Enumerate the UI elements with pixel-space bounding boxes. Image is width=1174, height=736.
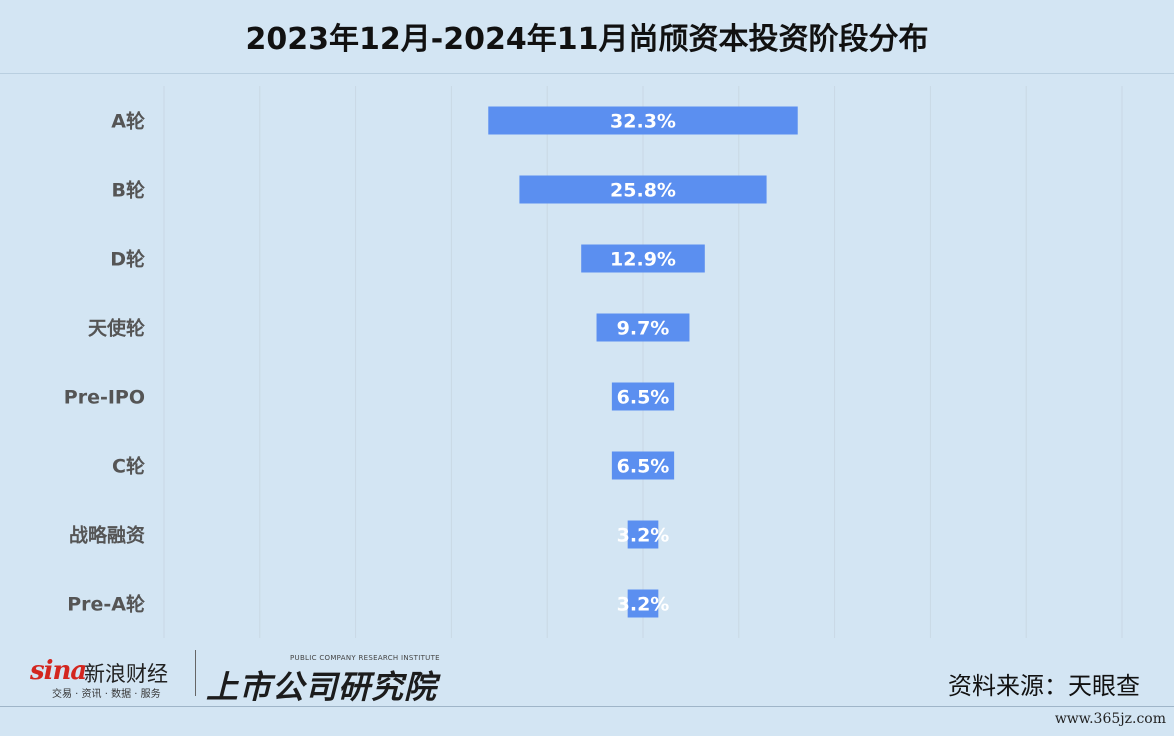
category-label: B轮 xyxy=(112,179,145,202)
data-label: 6.5% xyxy=(617,387,670,409)
category-label: 天使轮 xyxy=(88,317,145,340)
sina-finance-name: 新浪财经 xyxy=(84,662,168,686)
category-label: A轮 xyxy=(111,110,145,133)
sina-finance-logo: sina 新浪财经 交易 · 资讯 · 数据 · 服务 xyxy=(30,652,190,700)
bar-5 xyxy=(611,451,675,480)
category-label: C轮 xyxy=(112,455,145,478)
sina-wordmark: sina xyxy=(30,656,87,686)
category-label: Pre-A轮 xyxy=(67,593,145,616)
category-label: D轮 xyxy=(110,248,145,271)
category-label: Pre-IPO xyxy=(64,387,145,409)
bar-4 xyxy=(611,382,675,411)
data-label: 25.8% xyxy=(610,180,676,202)
bar-2 xyxy=(581,244,705,273)
sina-finance-tagline: 交易 · 资讯 · 数据 · 服务 xyxy=(52,689,161,700)
bar-1 xyxy=(519,175,767,204)
logo-divider xyxy=(195,650,196,696)
research-institute-logo: PUBLIC COMPANY RESEARCH INSTITUTE 上市公司研究… xyxy=(206,652,440,706)
category-label: 战略融资 xyxy=(69,524,145,547)
institute-chinese-name: 上市公司研究院 xyxy=(206,668,438,706)
bar-7 xyxy=(627,589,659,618)
title-divider xyxy=(0,73,1174,74)
data-label: 3.2% xyxy=(617,525,670,547)
data-label: 32.3% xyxy=(610,111,676,133)
site-watermark: www.365jz.com xyxy=(1054,711,1166,727)
data-label: 3.2% xyxy=(617,594,670,616)
data-label: 9.7% xyxy=(617,318,670,340)
chart-title: 2023年12月-2024年11月尚颀资本投资阶段分布 xyxy=(245,22,929,57)
data-label: 12.9% xyxy=(610,249,676,271)
data-source-note: 资料来源：天眼查 xyxy=(948,672,1140,700)
institute-english-name: PUBLIC COMPANY RESEARCH INSTITUTE xyxy=(290,654,440,662)
bar-6 xyxy=(627,520,659,549)
data-label: 6.5% xyxy=(617,456,670,478)
bar-3 xyxy=(596,313,690,342)
bar-0 xyxy=(488,106,798,135)
footer-divider xyxy=(0,706,1174,707)
